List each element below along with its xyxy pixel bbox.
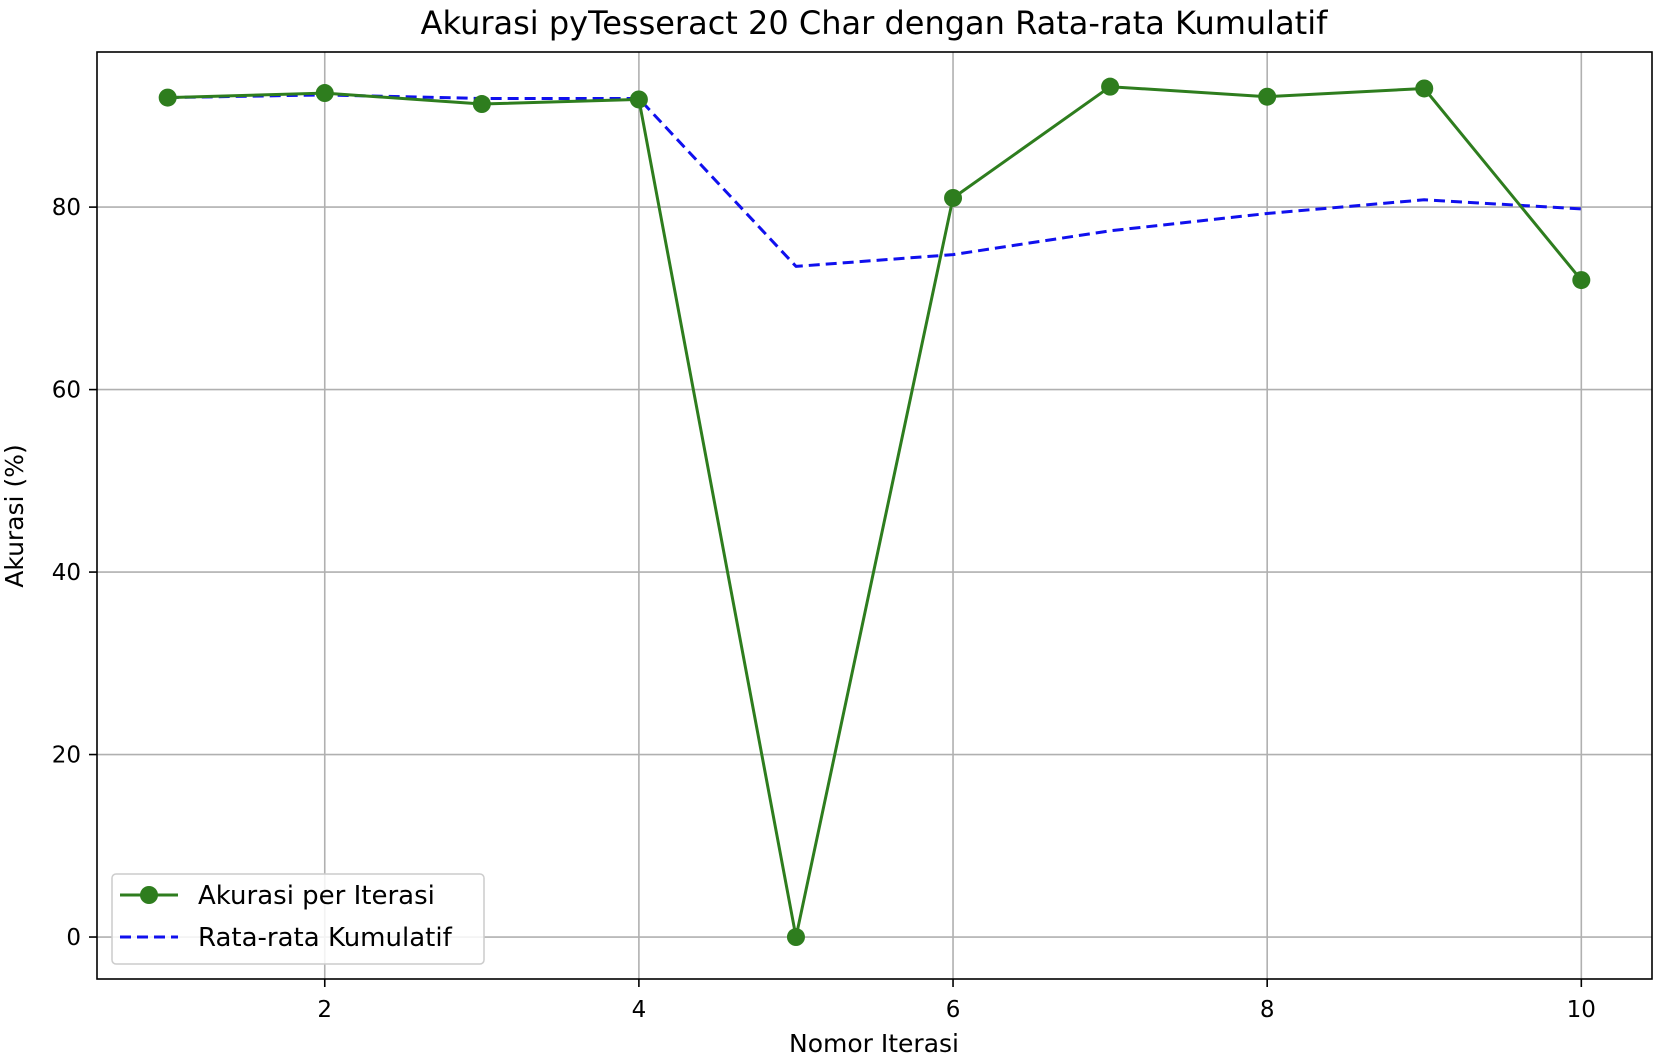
data-point-akurasi [1101, 77, 1120, 96]
y-tick-label: 60 [52, 378, 81, 404]
data-point-akurasi [944, 188, 963, 207]
x-tick-label: 2 [317, 997, 332, 1023]
legend-label-rata-rata: Rata-rata Kumulatif [198, 923, 453, 953]
series-line-akurasi [167, 85, 1583, 939]
y-tick-label: 0 [66, 925, 81, 951]
data-point-akurasi [786, 928, 805, 947]
x-tick-label: 10 [1567, 997, 1596, 1023]
plot-frame [96, 51, 1653, 980]
series-layer [158, 77, 1591, 947]
x-tick-label: 4 [632, 997, 647, 1023]
data-point-akurasi [158, 88, 177, 107]
y-tick-label: 40 [52, 560, 81, 586]
y-tick-label: 20 [52, 743, 81, 769]
ticks: 2 4 6 8 10 0 20 40 60 80 [52, 195, 1596, 1023]
data-point-akurasi [315, 84, 334, 103]
y-tick-label: 80 [52, 195, 81, 221]
x-tick-label: 6 [946, 997, 961, 1023]
data-point-akurasi [1572, 271, 1591, 290]
legend-marker-akurasi [140, 886, 158, 904]
data-point-akurasi [629, 90, 648, 109]
x-tick-label: 8 [1260, 997, 1275, 1023]
data-point-akurasi [472, 95, 491, 114]
legend-box [111, 873, 485, 965]
data-point-akurasi [1415, 79, 1434, 98]
x-axis-label: Nomor Iterasi [789, 1029, 959, 1058]
data-point-akurasi [1258, 87, 1277, 106]
legend: Akurasi per Iterasi Rata-rata Kumulatif [111, 873, 485, 965]
chart-title: Akurasi pyTesseract 20 Char dengan Rata-… [421, 4, 1328, 42]
y-axis-label: Akurasi (%) [0, 444, 29, 587]
legend-label-akurasi: Akurasi per Iterasi [198, 881, 435, 911]
